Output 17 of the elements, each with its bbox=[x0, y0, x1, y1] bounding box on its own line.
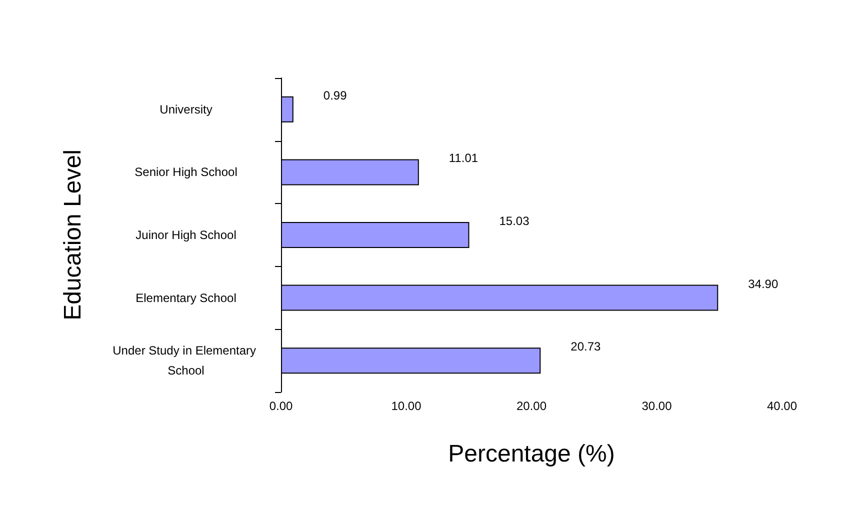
x-tick-label: 40.00 bbox=[766, 399, 798, 413]
data-label: 20.73 bbox=[570, 340, 601, 354]
data-label: 0.99 bbox=[323, 88, 348, 102]
x-tick-label: 20.00 bbox=[516, 399, 547, 413]
y-tick-label: Juinor High School bbox=[136, 228, 236, 242]
y-tick-label: Senior High School bbox=[134, 165, 238, 180]
data-label: 34.90 bbox=[748, 276, 778, 291]
y-tick-label: University bbox=[160, 102, 212, 116]
x-tick-label: 30.00 bbox=[642, 399, 672, 413]
x-tick-label: 10.00 bbox=[391, 399, 422, 413]
x-tick-label: 0.00 bbox=[269, 399, 293, 413]
data-label: 15.03 bbox=[499, 214, 530, 228]
x-axis-title: Percentage (%) bbox=[448, 440, 615, 468]
y-axis-title: Education Level bbox=[60, 150, 87, 320]
y-tick-label: Elementary School bbox=[136, 290, 236, 305]
y-tick-label: Under Study in Elementary School bbox=[112, 344, 260, 378]
data-label: 11.01 bbox=[448, 151, 478, 166]
